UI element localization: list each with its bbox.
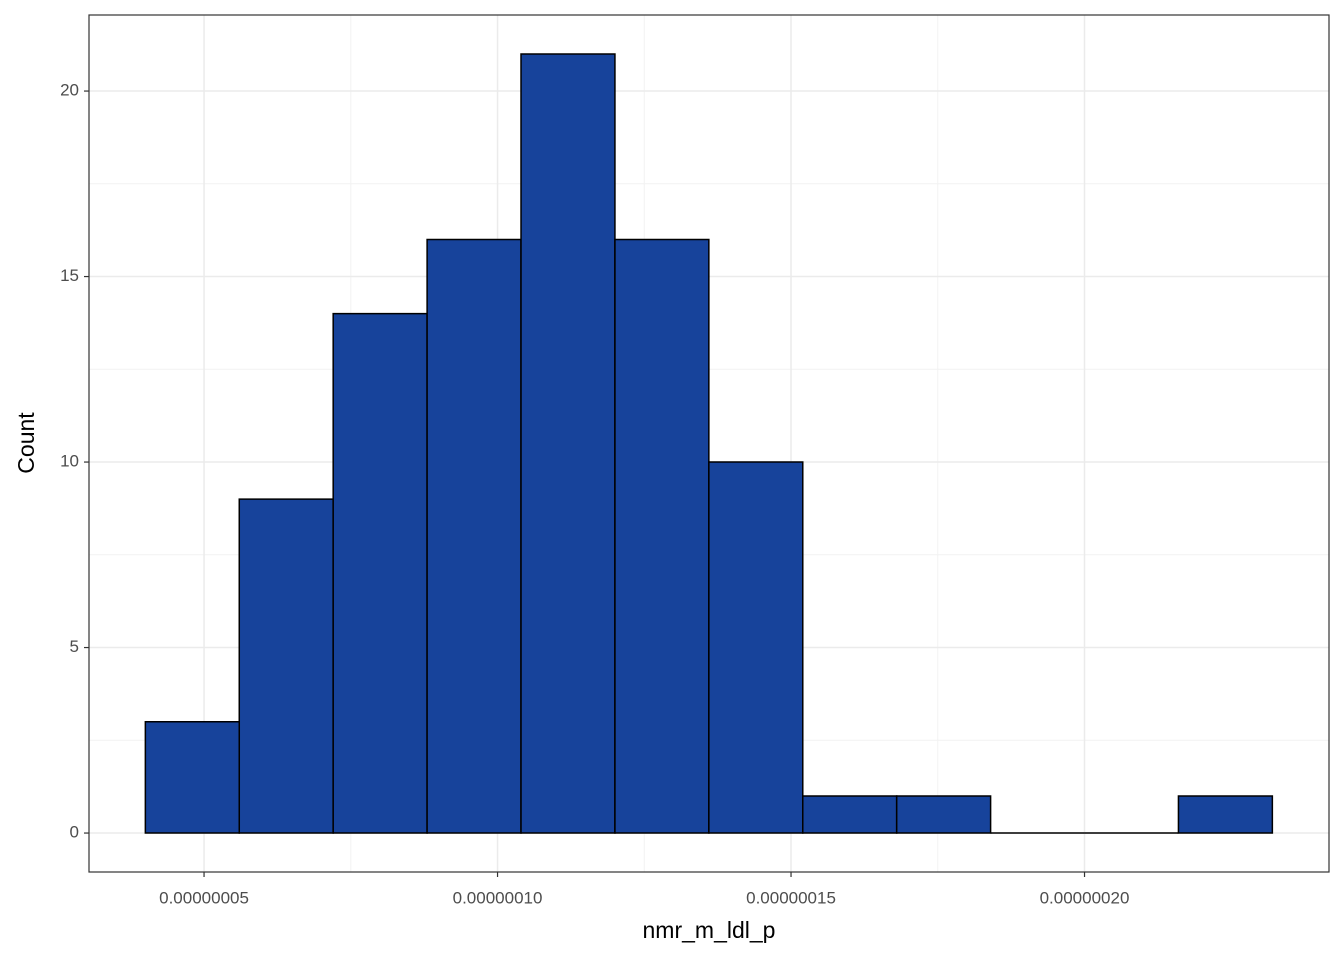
bar [426,238,522,834]
bar [1177,795,1274,834]
bar [144,720,241,834]
x-tick-label: 0.00000010 [453,888,543,907]
x-axis-title: nmr_m_ldl_p [643,917,776,943]
bar [520,53,616,834]
y-tick-label: 5 [70,637,79,656]
bar [238,498,334,834]
bar [802,795,898,834]
x-tick-label: 0.00000020 [1040,888,1130,907]
bar [614,238,710,834]
x-tick-label: 0.00000015 [746,888,836,907]
bar [332,312,428,834]
y-axis-title: Count [13,412,39,474]
y-tick-label: 0 [70,823,79,842]
panel-border [88,14,1330,873]
bar [708,461,804,834]
x-tick-label: 0.00000005 [159,888,249,907]
bar [895,795,992,834]
y-tick-label: 15 [60,266,79,285]
y-tick-label: 10 [60,452,79,471]
y-tick-label: 20 [60,81,79,100]
